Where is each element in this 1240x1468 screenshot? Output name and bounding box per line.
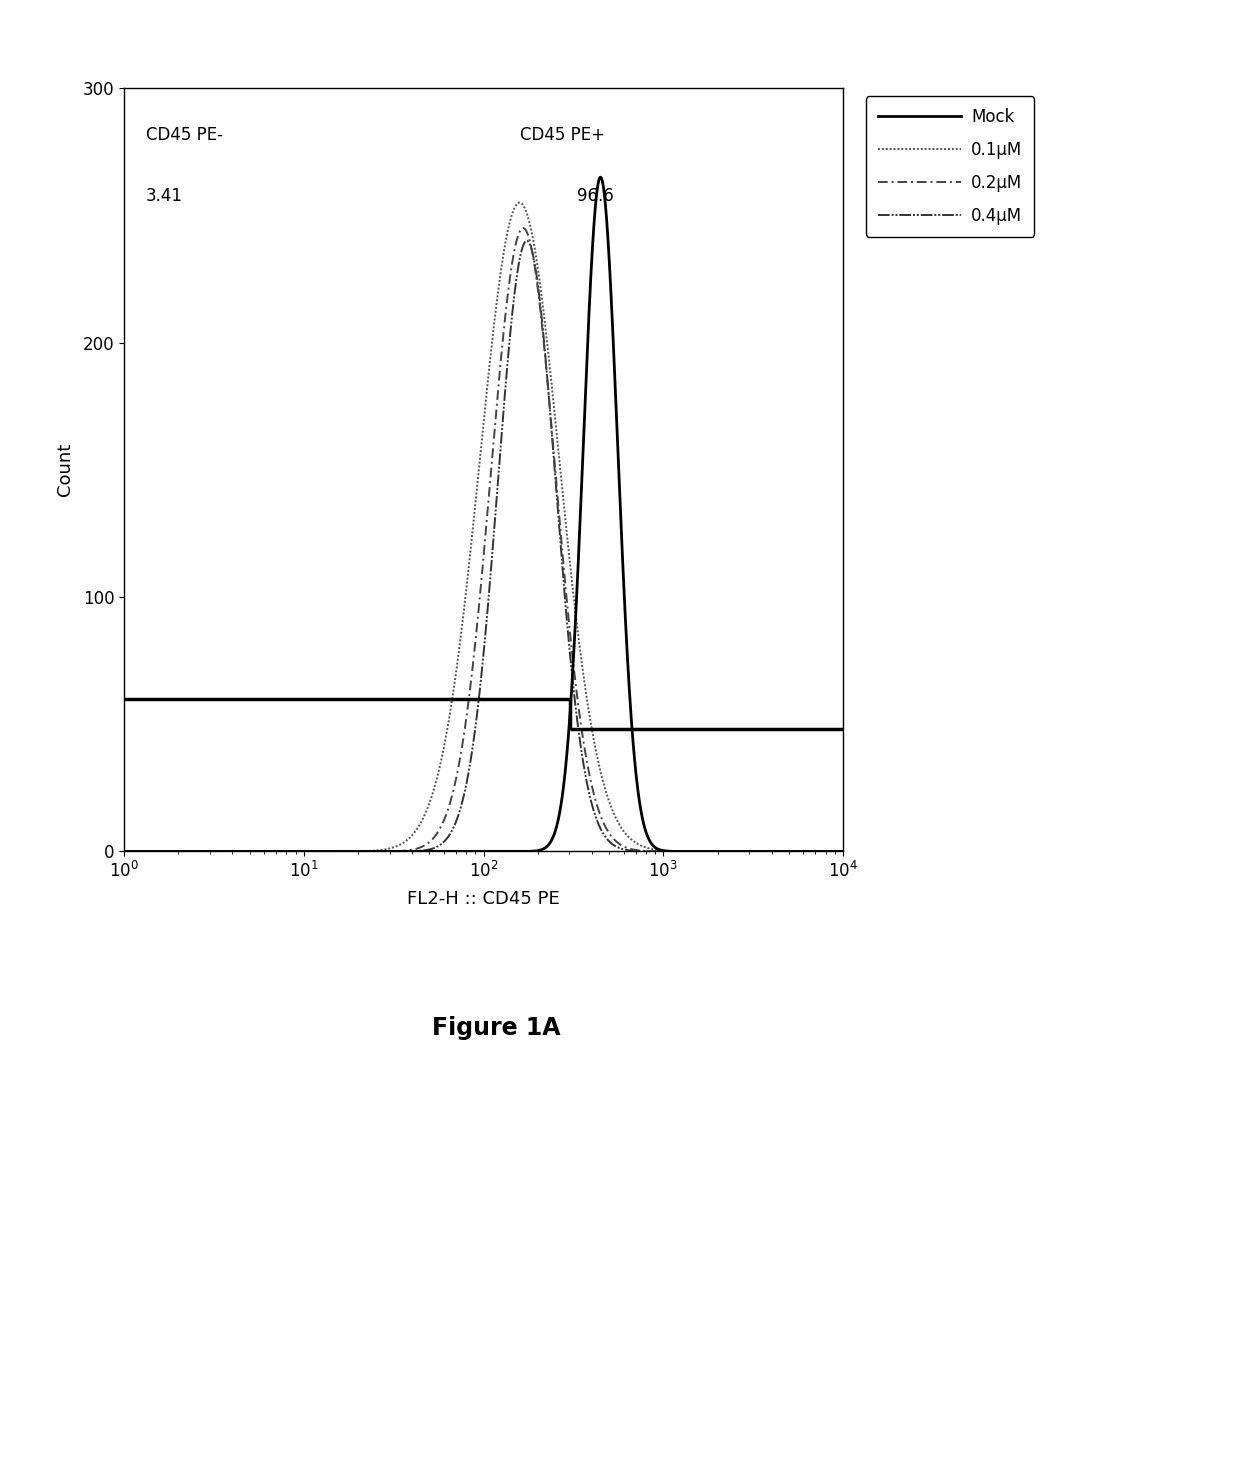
Text: 96.6: 96.6 [577,188,614,206]
0.2μM [516,219,531,236]
Mock [117,843,131,860]
0.1μM [836,843,851,860]
0.2μM [822,843,837,860]
0.4μM [822,843,837,860]
0.1μM [117,843,131,860]
Line: 0.2μM: 0.2μM [124,228,843,851]
0.4μM [744,843,759,860]
0.4μM [424,840,439,857]
0.1μM [512,194,527,211]
Text: CD45 PE+: CD45 PE+ [520,126,605,144]
Text: 3.41: 3.41 [145,188,182,206]
0.4μM [836,843,851,860]
Text: Figure 1A: Figure 1A [432,1016,560,1039]
0.2μM [392,843,407,860]
Text: CD45 PE-: CD45 PE- [145,126,222,144]
Mock [242,843,257,860]
0.4μM [242,843,257,860]
0.4μM [392,843,407,860]
Mock [198,843,213,860]
Mock [424,843,439,860]
Line: 0.4μM: 0.4μM [124,241,843,851]
0.2μM [744,843,759,860]
Line: Mock: Mock [124,178,843,851]
Mock [836,843,851,860]
0.1μM [744,843,759,860]
Mock [822,843,837,860]
Line: 0.1μM: 0.1μM [124,203,843,851]
0.2μM [117,843,131,860]
Mock [593,169,608,186]
0.2μM [198,843,213,860]
0.1μM [424,790,439,807]
0.4μM [198,843,213,860]
0.1μM [392,835,407,853]
Legend: Mock, 0.1μM, 0.2μM, 0.4μM: Mock, 0.1μM, 0.2μM, 0.4μM [866,97,1034,236]
0.4μM [520,232,534,250]
0.1μM [242,843,257,860]
0.1μM [822,843,837,860]
Mock [744,843,759,860]
0.2μM [836,843,851,860]
0.2μM [424,832,439,850]
Mock [392,843,407,860]
0.1μM [198,843,213,860]
Y-axis label: Count: Count [56,443,74,496]
X-axis label: FL2-H :: CD45 PE: FL2-H :: CD45 PE [407,890,560,907]
0.4μM [117,843,131,860]
0.2μM [242,843,257,860]
